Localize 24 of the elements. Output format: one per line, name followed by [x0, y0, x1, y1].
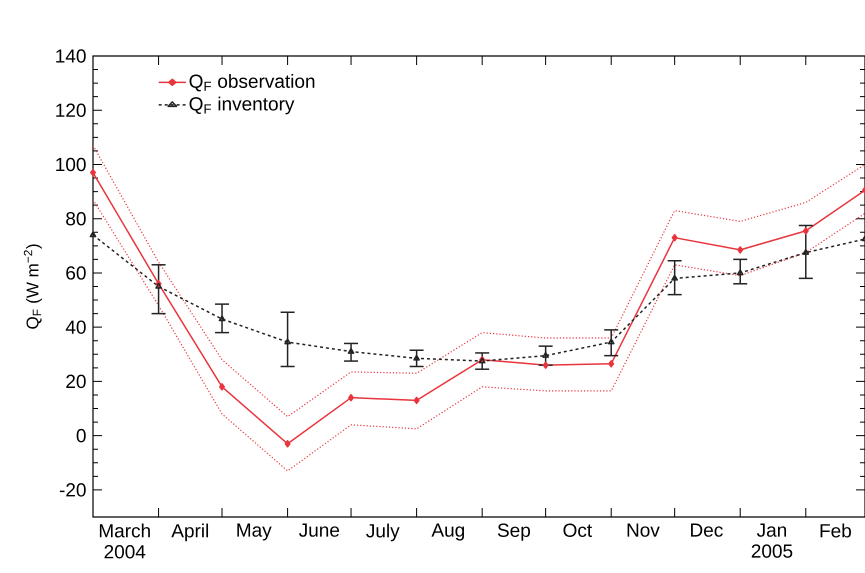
- y-tick-label: 80: [66, 212, 86, 226]
- x-tick-label: Jan 2005: [752, 524, 792, 558]
- legend-label: Q$_{F}$ inventory: [190, 96, 294, 114]
- y-tick-label: 0: [76, 428, 86, 442]
- y-axis-title: Q$_{F}$ (W m$^{−2}$): [24, 244, 42, 329]
- y-tick-label: 20: [66, 374, 86, 388]
- x-tick-label: Dec: [691, 524, 723, 537]
- y-tick-label: 60: [66, 266, 86, 280]
- y-tick-label: 100: [56, 158, 86, 172]
- legend-label: Q$_{F}$ observation: [190, 74, 314, 92]
- y-tick-label: 140: [56, 49, 86, 63]
- y-tick-label: 40: [66, 320, 86, 334]
- x-tick-label: Aug: [431, 524, 464, 541]
- x-tick-label: July: [366, 524, 400, 542]
- x-tick-label: Oct: [563, 524, 592, 537]
- x-tick-label: March 2004: [100, 524, 150, 558]
- y-tick-label: 120: [56, 104, 86, 117]
- x-tick-label: May: [237, 524, 272, 541]
- x-tick-label: Sep: [498, 524, 530, 541]
- x-tick-label: Feb: [820, 524, 851, 538]
- x-tick-label: June: [299, 524, 340, 537]
- y-tick-label: -20: [60, 483, 86, 497]
- x-tick-label: April: [171, 524, 208, 542]
- x-tick-label: Nov: [628, 524, 660, 537]
